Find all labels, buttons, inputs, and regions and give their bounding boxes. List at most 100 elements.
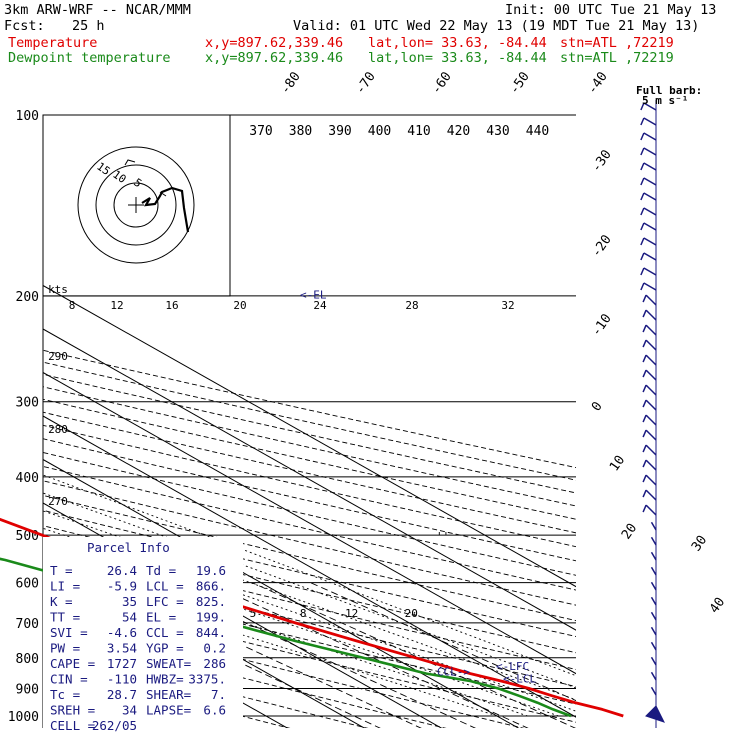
wind-barb: [645, 309, 657, 321]
parcel-row-key: CCL =: [146, 625, 184, 640]
mixing-ratio-label: 8: [300, 607, 307, 620]
dry-adiabat-line: [43, 349, 576, 469]
wind-barb: [645, 504, 657, 516]
parcel-info-title: Parcel Info: [87, 540, 170, 555]
parcel-row-key: HWBZ=: [146, 672, 184, 687]
parcel-row-key: LFC =: [146, 594, 184, 609]
wind-barb: [640, 192, 645, 201]
wind-barb: [643, 117, 657, 126]
wind-barb: [650, 671, 657, 681]
hodograph-speed-label: 28: [405, 299, 418, 312]
isotherm-line: [43, 328, 576, 631]
wind-barb: [640, 102, 645, 111]
dry-adiabat-line: [43, 607, 525, 728]
pressure-label: 1000: [8, 710, 39, 725]
parcel-row-key: LCL =: [146, 579, 184, 594]
wind-barb: [640, 162, 645, 171]
hodograph-speed-label: 32: [501, 299, 514, 312]
wind-barb: [645, 369, 657, 381]
wind-barb: [642, 324, 647, 333]
wind-barb: [645, 339, 657, 351]
parcel-row-value: 3375.: [188, 672, 226, 687]
parcel-row-key: Tc =: [50, 687, 80, 702]
temperature-station: stn=ATL ,72219: [560, 35, 674, 51]
level-marker-label: CCL->: [437, 666, 470, 679]
mixing-ratio-label: 5: [250, 607, 257, 620]
wind-barb: [650, 656, 657, 666]
wind-barb: [645, 414, 657, 426]
forecast-hour: 25 h: [72, 18, 105, 34]
temperature-xy: x,y=897.62,339.46: [205, 35, 344, 51]
wind-barb: [650, 581, 657, 591]
parcel-row-value: -110: [107, 672, 137, 687]
isotherm-label: -50: [507, 69, 533, 97]
wind-barb: [643, 207, 657, 216]
hodograph-speed-label: kts: [48, 283, 68, 296]
parcel-row-value: 6.6: [203, 703, 226, 718]
parcel-row-key: SWEAT=: [146, 656, 191, 671]
parcel-row-value: 825.: [196, 594, 226, 609]
wind-barb: [643, 267, 657, 276]
isotherm-label: 20: [619, 521, 640, 542]
wind-barb: [650, 551, 657, 561]
wind-barb: [650, 521, 657, 531]
wind-barb: [640, 117, 645, 126]
isotherm-line: [43, 458, 520, 728]
isotherm-label: -70: [353, 69, 379, 97]
hodograph-speed-label: 24: [313, 299, 327, 312]
wind-barb: [642, 354, 647, 363]
isotherm-line: [43, 415, 576, 718]
hodograph-speed-label: 20: [233, 299, 246, 312]
parcel-row-value: -5.9: [107, 579, 137, 594]
pressure-label: 300: [16, 396, 39, 411]
wind-barb: [643, 132, 657, 141]
wind-barb: [645, 474, 657, 486]
hodograph-trace: [141, 186, 190, 233]
full-barb-unit: 5 m s⁻¹: [642, 94, 688, 107]
wind-barb: [640, 252, 645, 261]
wind-barb: [640, 177, 645, 186]
wind-barb: [650, 611, 657, 621]
valid-time: Valid: 01 UTC Wed 22 May 13 (19 MDT Tue …: [293, 18, 700, 34]
wind-barb: [642, 309, 647, 318]
isotherm-label: -80: [278, 69, 304, 97]
isotherm-line: [43, 284, 576, 588]
pressure-label: 900: [16, 682, 39, 697]
wind-barb: [650, 566, 657, 576]
temperature-legend: Temperature: [8, 35, 98, 51]
wind-barb: [640, 222, 645, 231]
level-marker-label: <-LFC: [496, 660, 529, 673]
parcel-row-key: K =: [50, 594, 73, 609]
parcel-row-value: 844.: [196, 625, 226, 640]
mixing-ratio-label: 20: [405, 607, 418, 620]
theta-label: 270: [48, 495, 68, 508]
parcel-row-key: YGP =: [146, 641, 184, 656]
wind-barb: [642, 429, 647, 438]
dry-adiabat-line: [43, 573, 576, 705]
hodograph-ring-label: 15: [94, 160, 112, 178]
isotherm-label: -60: [429, 69, 455, 97]
isotherm-label: 0: [589, 399, 606, 414]
theta-label: 430: [486, 124, 509, 139]
surface-wind-barb: [645, 705, 665, 723]
parcel-row-key: PW =: [50, 641, 80, 656]
theta-label: 400: [368, 124, 391, 139]
level-marker-label: <-LCL: [503, 672, 536, 685]
parcel-row-value: 0.2: [203, 641, 226, 656]
init-time: Init: 00 UTC Tue 21 May 13: [505, 2, 717, 18]
moist-adiabat-line: [43, 492, 576, 689]
parcel-row-key: Td =: [146, 563, 176, 578]
wind-barb: [643, 282, 657, 291]
wind-barb: [645, 489, 657, 501]
dry-adiabat-line: [43, 494, 576, 622]
parcel-row-value: 1727: [107, 656, 137, 671]
wind-barb: [640, 207, 645, 216]
wind-barb: [650, 641, 657, 651]
parcel-row-value: 34: [122, 703, 137, 718]
wind-barb: [642, 369, 647, 378]
parcel-row-value: 54: [122, 610, 137, 625]
isotherm-label: 10: [607, 453, 628, 474]
parcel-row-key: EL =: [146, 610, 176, 625]
wind-barb: [643, 102, 657, 111]
moist-adiabat-line: [43, 574, 498, 717]
